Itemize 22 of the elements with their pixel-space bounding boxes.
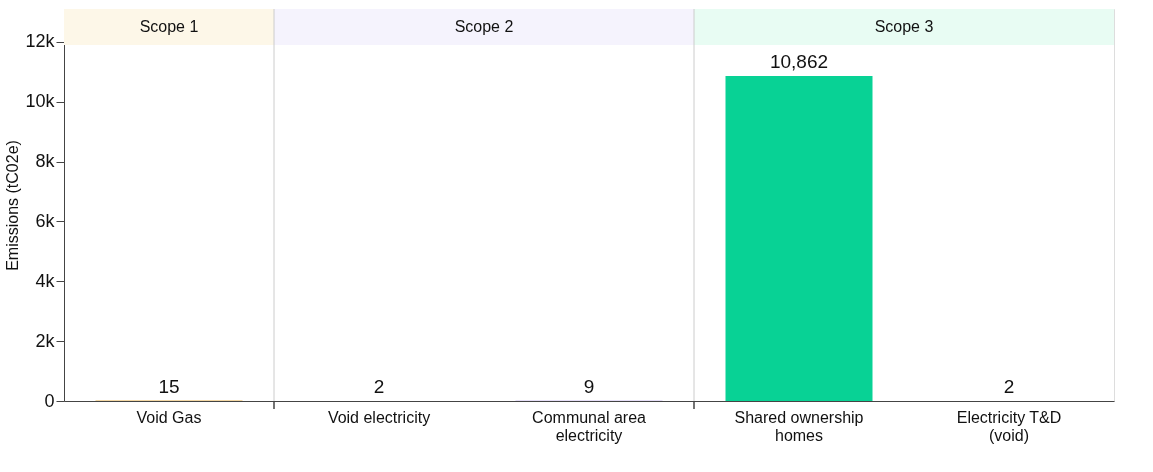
x-tick-label: Void electricity	[327, 408, 431, 426]
data-label: 10,862	[769, 50, 829, 72]
y-axis-title: Emissions (tC02e)	[4, 140, 22, 271]
y-tick-label: 10k	[25, 91, 56, 112]
y-tick-label: 8k	[35, 151, 56, 172]
x-tick-label: Communal area electricity	[532, 408, 647, 444]
data-label: 2	[1003, 375, 1015, 397]
data-label: 15	[158, 375, 180, 397]
x-tick-label: Void Gas	[136, 408, 202, 426]
y-tick-label: 4k	[35, 270, 56, 291]
band-label: Scope 3	[874, 18, 934, 35]
x-tick-label: Shared ownership homes	[734, 408, 864, 444]
data-label: 9	[583, 375, 595, 397]
y-tick-label: 12k	[25, 31, 56, 52]
band-label: Scope 2	[454, 18, 514, 35]
y-tick-label: 2k	[35, 330, 56, 351]
bar	[725, 75, 873, 401]
band-label: Scope 1	[139, 18, 199, 35]
y-tick-label: 6k	[35, 210, 56, 231]
x-tick-label: Electricity T&D (void)	[956, 408, 1062, 444]
y-tick-label: 0	[44, 390, 55, 411]
data-label: 2	[373, 375, 385, 397]
